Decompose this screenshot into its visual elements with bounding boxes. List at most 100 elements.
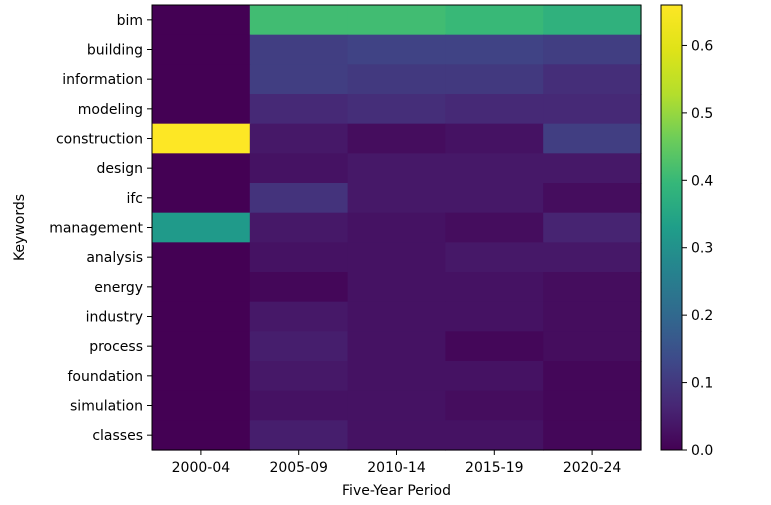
heatmap-cell-information-2020-24	[543, 64, 642, 95]
heatmap-cell-building-2010-14	[347, 34, 446, 65]
heatmap-cell-process-2005-09	[249, 331, 349, 362]
y-tick-label-industry: industry	[86, 310, 143, 326]
heatmap-cell-modeling-2005-09	[249, 94, 349, 125]
y-tick-label-information: information	[62, 72, 143, 88]
heatmap-cell-bim-2000-04	[152, 5, 251, 36]
colorbar-tick-label: 0.6	[691, 38, 713, 54]
heatmap-cell-construction-2000-04	[152, 123, 251, 154]
y-tick-label-process: process	[89, 339, 143, 355]
colorbar-frame	[660, 4, 683, 451]
heatmap-cell-analysis-2015-19	[445, 242, 544, 273]
heatmap-cell-energy-2015-19	[445, 272, 544, 303]
heatmap-cell-process-2010-14	[347, 331, 446, 362]
heatmap-cell-analysis-2000-04	[152, 242, 251, 273]
heatmap-cell-analysis-2005-09	[249, 242, 349, 273]
heatmap-cell-management-2010-14	[347, 212, 446, 243]
x-tick-label-2010-14: 2010-14	[367, 460, 426, 476]
heatmap-cell-modeling-2020-24	[543, 94, 642, 125]
colorbar-ticks: 0.0 0.1 0.2 0.3 0.4 0.5 0.6	[682, 38, 713, 459]
heatmap-cell-foundation-2005-09	[249, 361, 349, 392]
colorbar-tick-label: 0.3	[691, 241, 713, 257]
heatmap-cells	[152, 5, 642, 451]
heatmap-cell-ifc-2020-24	[543, 183, 642, 214]
heatmap-cell-modeling-2015-19	[445, 94, 544, 125]
heatmap-cell-foundation-2010-14	[347, 361, 446, 392]
heatmap-cell-ifc-2000-04	[152, 183, 251, 214]
heatmap-cell-modeling-2000-04	[152, 94, 251, 125]
colorbar	[661, 5, 682, 450]
y-tick-label-management: management	[49, 221, 143, 237]
heatmap-cell-information-2000-04	[152, 64, 251, 95]
heatmap-cell-information-2005-09	[249, 64, 349, 95]
heatmap-cell-ifc-2010-14	[347, 183, 446, 214]
y-tick-label-foundation: foundation	[67, 369, 143, 385]
heatmap-cell-design-2000-04	[152, 153, 251, 184]
y-tick-label-construction: construction	[56, 132, 143, 148]
heatmap-cell-building-2005-09	[249, 34, 349, 65]
y-tick-label-energy: energy	[94, 280, 143, 296]
heatmap-cell-energy-2020-24	[543, 272, 642, 303]
heatmap-cell-process-2000-04	[152, 331, 251, 362]
heatmap-cell-simulation-2015-19	[445, 390, 544, 421]
y-axis-label: Keywords	[12, 194, 28, 261]
heatmap-cell-analysis-2010-14	[347, 242, 446, 273]
heatmap-cell-classes-2000-04	[152, 420, 251, 451]
heatmap-cell-classes-2020-24	[543, 420, 642, 451]
x-axis-ticks: 2000-04 2005-09 2010-14 2015-19 2020-24	[172, 450, 621, 476]
y-tick-label-ifc: ifc	[126, 191, 143, 207]
heatmap-cell-classes-2005-09	[249, 420, 349, 451]
heatmap-cell-industry-2010-14	[347, 301, 446, 332]
heatmap-cell-construction-2015-19	[445, 123, 544, 154]
y-tick-label-classes: classes	[92, 428, 143, 444]
heatmap-cell-design-2010-14	[347, 153, 446, 184]
heatmap-cell-bim-2020-24	[543, 5, 642, 36]
heatmap-cell-management-2000-04	[152, 212, 251, 243]
x-tick-label-2005-09: 2005-09	[269, 460, 328, 476]
heatmap-cell-information-2015-19	[445, 64, 544, 95]
heatmap-cell-simulation-2020-24	[543, 390, 642, 421]
heatmap-cell-analysis-2020-24	[543, 242, 642, 273]
y-tick-label-building: building	[87, 43, 143, 59]
heatmap-cell-energy-2000-04	[152, 272, 251, 303]
heatmap-cell-industry-2000-04	[152, 301, 251, 332]
heatmap-cell-process-2015-19	[445, 331, 544, 362]
heatmap-cell-process-2020-24	[543, 331, 642, 362]
colorbar-tick-label: 0.0	[691, 443, 713, 459]
x-tick-label-2015-19: 2015-19	[465, 460, 524, 476]
heatmap-cell-industry-2020-24	[543, 301, 642, 332]
heatmap-cell-simulation-2000-04	[152, 390, 251, 421]
heatmap-cell-energy-2010-14	[347, 272, 446, 303]
heatmap-cell-bim-2015-19	[445, 5, 544, 36]
y-tick-label-modeling: modeling	[78, 102, 143, 118]
colorbar-tick-label: 0.2	[691, 308, 713, 324]
heatmap-cell-bim-2010-14	[347, 5, 446, 36]
heatmap-cell-construction-2005-09	[249, 123, 349, 154]
heatmap-cell-classes-2010-14	[347, 420, 446, 451]
heatmap-cell-building-2020-24	[543, 34, 642, 65]
heatmap-cell-bim-2005-09	[249, 5, 349, 36]
heatmap-cell-building-2015-19	[445, 34, 544, 65]
heatmap-cell-ifc-2015-19	[445, 183, 544, 214]
x-tick-label-2000-04: 2000-04	[172, 460, 231, 476]
heatmap-cell-design-2015-19	[445, 153, 544, 184]
heatmap-cell-simulation-2010-14	[347, 390, 446, 421]
heatmap-cell-simulation-2005-09	[249, 390, 349, 421]
x-axis-label: Five-Year Period	[342, 483, 451, 499]
colorbar-tick-label: 0.1	[691, 376, 713, 392]
y-tick-label-design: design	[97, 161, 143, 177]
heatmap-cell-industry-2015-19	[445, 301, 544, 332]
heatmap-cell-modeling-2010-14	[347, 94, 446, 125]
heatmap-cell-design-2020-24	[543, 153, 642, 184]
heatmap-cell-management-2005-09	[249, 212, 349, 243]
colorbar-tick-label: 0.5	[691, 106, 713, 122]
heatmap-cell-management-2015-19	[445, 212, 544, 243]
heatmap-cell-industry-2005-09	[249, 301, 349, 332]
heatmap-cell-information-2010-14	[347, 64, 446, 95]
heatmap-cell-management-2020-24	[543, 212, 642, 243]
heatmap-cell-ifc-2005-09	[249, 183, 349, 214]
y-axis-ticks: bim building information modeling constructi…	[49, 13, 152, 444]
y-tick-label-simulation: simulation	[70, 399, 143, 415]
heatmap-cell-construction-2020-24	[543, 123, 642, 154]
